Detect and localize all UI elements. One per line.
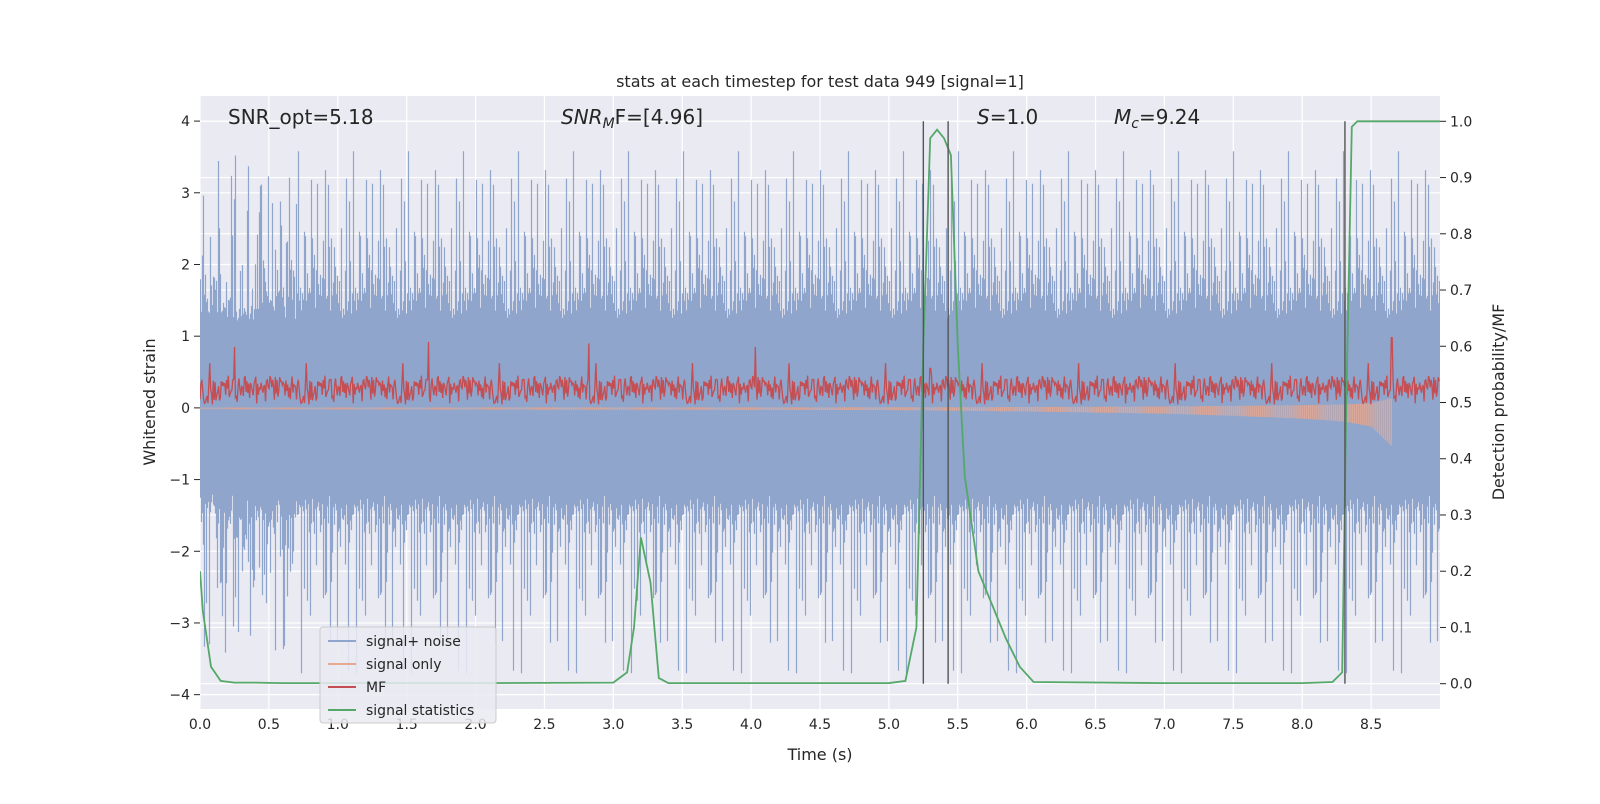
y-tick-label-left: 1 bbox=[181, 329, 190, 345]
y-tick-label-right: 0.0 bbox=[1450, 677, 1472, 693]
s-symbol: S bbox=[977, 105, 990, 129]
y-tick-label-right: 0.5 bbox=[1450, 396, 1472, 412]
y-tick-label-right: 1.0 bbox=[1450, 114, 1472, 130]
x-tick-label: 3.5 bbox=[671, 717, 693, 733]
y-tick-label-left: 3 bbox=[181, 186, 190, 202]
y-tick-label-left: −3 bbox=[169, 616, 190, 632]
y-tick-label-left: 2 bbox=[181, 257, 190, 273]
x-tick-label: 4.0 bbox=[740, 717, 762, 733]
snr-mf-sub: M bbox=[603, 116, 615, 132]
legend-label: signal+ noise bbox=[366, 634, 461, 650]
x-tick-label: 6.5 bbox=[1084, 717, 1106, 733]
y-tick-label-right: 0.8 bbox=[1450, 227, 1472, 243]
legend-box bbox=[319, 626, 497, 724]
x-tick-label: 7.0 bbox=[1153, 717, 1175, 733]
chart-title: stats at each timestep for test data 949… bbox=[616, 72, 1024, 91]
y-tick-label-left: −2 bbox=[169, 544, 190, 560]
annotation-snr-opt: SNR_opt=5.18 bbox=[228, 105, 374, 129]
legend: signal+ noise signal only MF signal statist… bbox=[319, 626, 497, 724]
x-axis-label: Time (s) bbox=[786, 745, 852, 764]
legend-label: signal only bbox=[366, 657, 441, 673]
y-tick-label-right: 0.4 bbox=[1450, 452, 1472, 468]
y-tick-label-right: 0.9 bbox=[1450, 171, 1472, 187]
y-tick-label-right: 0.3 bbox=[1450, 508, 1472, 524]
y-axis-left-label: Whitened strain bbox=[140, 338, 159, 465]
x-tick-label: 8.5 bbox=[1360, 717, 1382, 733]
s-value: =1.0 bbox=[990, 105, 1039, 129]
y-axis-right-label: Detection probability/MF bbox=[1489, 304, 1508, 501]
snr-mf-rest: F=[4.96] bbox=[615, 105, 703, 129]
vertical-lines bbox=[922, 121, 1346, 684]
x-tick-label: 3.0 bbox=[602, 717, 624, 733]
legend-label: MF bbox=[366, 680, 386, 696]
x-tick-label: 2.5 bbox=[533, 717, 555, 733]
y-tick-label-left: −1 bbox=[169, 473, 190, 489]
annotation-mc: Mc=9.24 bbox=[1114, 105, 1200, 132]
mc-value: =9.24 bbox=[1139, 105, 1200, 129]
y-tick-label-left: 0 bbox=[181, 401, 190, 417]
mc-sub: c bbox=[1131, 116, 1139, 132]
x-tick-label: 8.0 bbox=[1291, 717, 1313, 733]
ticks: 0.0 0.5 1.0 1.5 2.0 2.5 3.0 3.5 4.0 4.5 5.0 5.5 6.0 6… bbox=[169, 114, 1472, 733]
series-mf bbox=[200, 336, 1440, 405]
legend-label: signal statistics bbox=[366, 703, 474, 719]
mc-symbol: M bbox=[1114, 105, 1131, 129]
y-tick-label-left: 4 bbox=[181, 114, 190, 130]
snr-mf-base: SNR bbox=[561, 105, 603, 129]
x-tick-label: 5.0 bbox=[878, 717, 900, 733]
y-tick-label-left: −4 bbox=[169, 688, 190, 704]
x-tick-label: 5.5 bbox=[947, 717, 969, 733]
x-tick-label: 0.0 bbox=[189, 717, 211, 733]
annotation-snr-mf: SNRMF=[4.96] bbox=[561, 105, 703, 132]
x-tick-label: 4.5 bbox=[809, 717, 831, 733]
x-tick-label: 6.0 bbox=[1016, 717, 1038, 733]
series-signal-only bbox=[200, 398, 1392, 446]
y-tick-label-right: 0.2 bbox=[1450, 564, 1472, 580]
y-tick-label-right: 0.6 bbox=[1450, 339, 1472, 355]
y-tick-label-right: 0.1 bbox=[1450, 620, 1472, 636]
annotation-s: S=1.0 bbox=[977, 105, 1038, 129]
y-tick-label-right: 0.7 bbox=[1450, 283, 1472, 299]
x-tick-label: 0.5 bbox=[258, 717, 280, 733]
x-tick-label: 7.5 bbox=[1222, 717, 1244, 733]
